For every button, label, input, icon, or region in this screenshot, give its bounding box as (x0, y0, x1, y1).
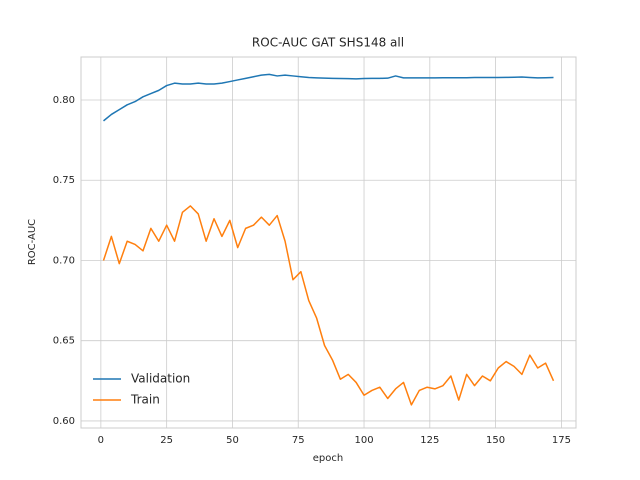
x-tick-label: 0 (98, 435, 104, 446)
legend-label: Train (130, 393, 160, 407)
legend-label: Validation (131, 372, 190, 386)
x-tick-label: 50 (226, 435, 239, 446)
x-tick-label: 75 (292, 435, 305, 446)
x-tick-label: 25 (160, 435, 173, 446)
y-tick-label: 0.75 (53, 175, 75, 186)
y-tick-label: 0.60 (53, 416, 75, 427)
x-tick-label: 175 (552, 435, 571, 446)
plot-frame (80, 56, 577, 429)
line-series (102, 205, 555, 406)
y-tick-label: 0.80 (53, 95, 75, 106)
x-tick-label: 150 (486, 435, 505, 446)
x-tick-label: 125 (420, 435, 439, 446)
x-axis-label: epoch (313, 453, 343, 464)
x-tick-label: 100 (354, 435, 373, 446)
y-tick-label: 0.70 (53, 255, 75, 266)
line-series (103, 73, 554, 122)
y-axis-label: ROC-AUC (27, 219, 38, 265)
y-tick-label: 0.65 (53, 336, 75, 347)
chart-title: ROC-AUC GAT SHS148 all (252, 36, 404, 50)
